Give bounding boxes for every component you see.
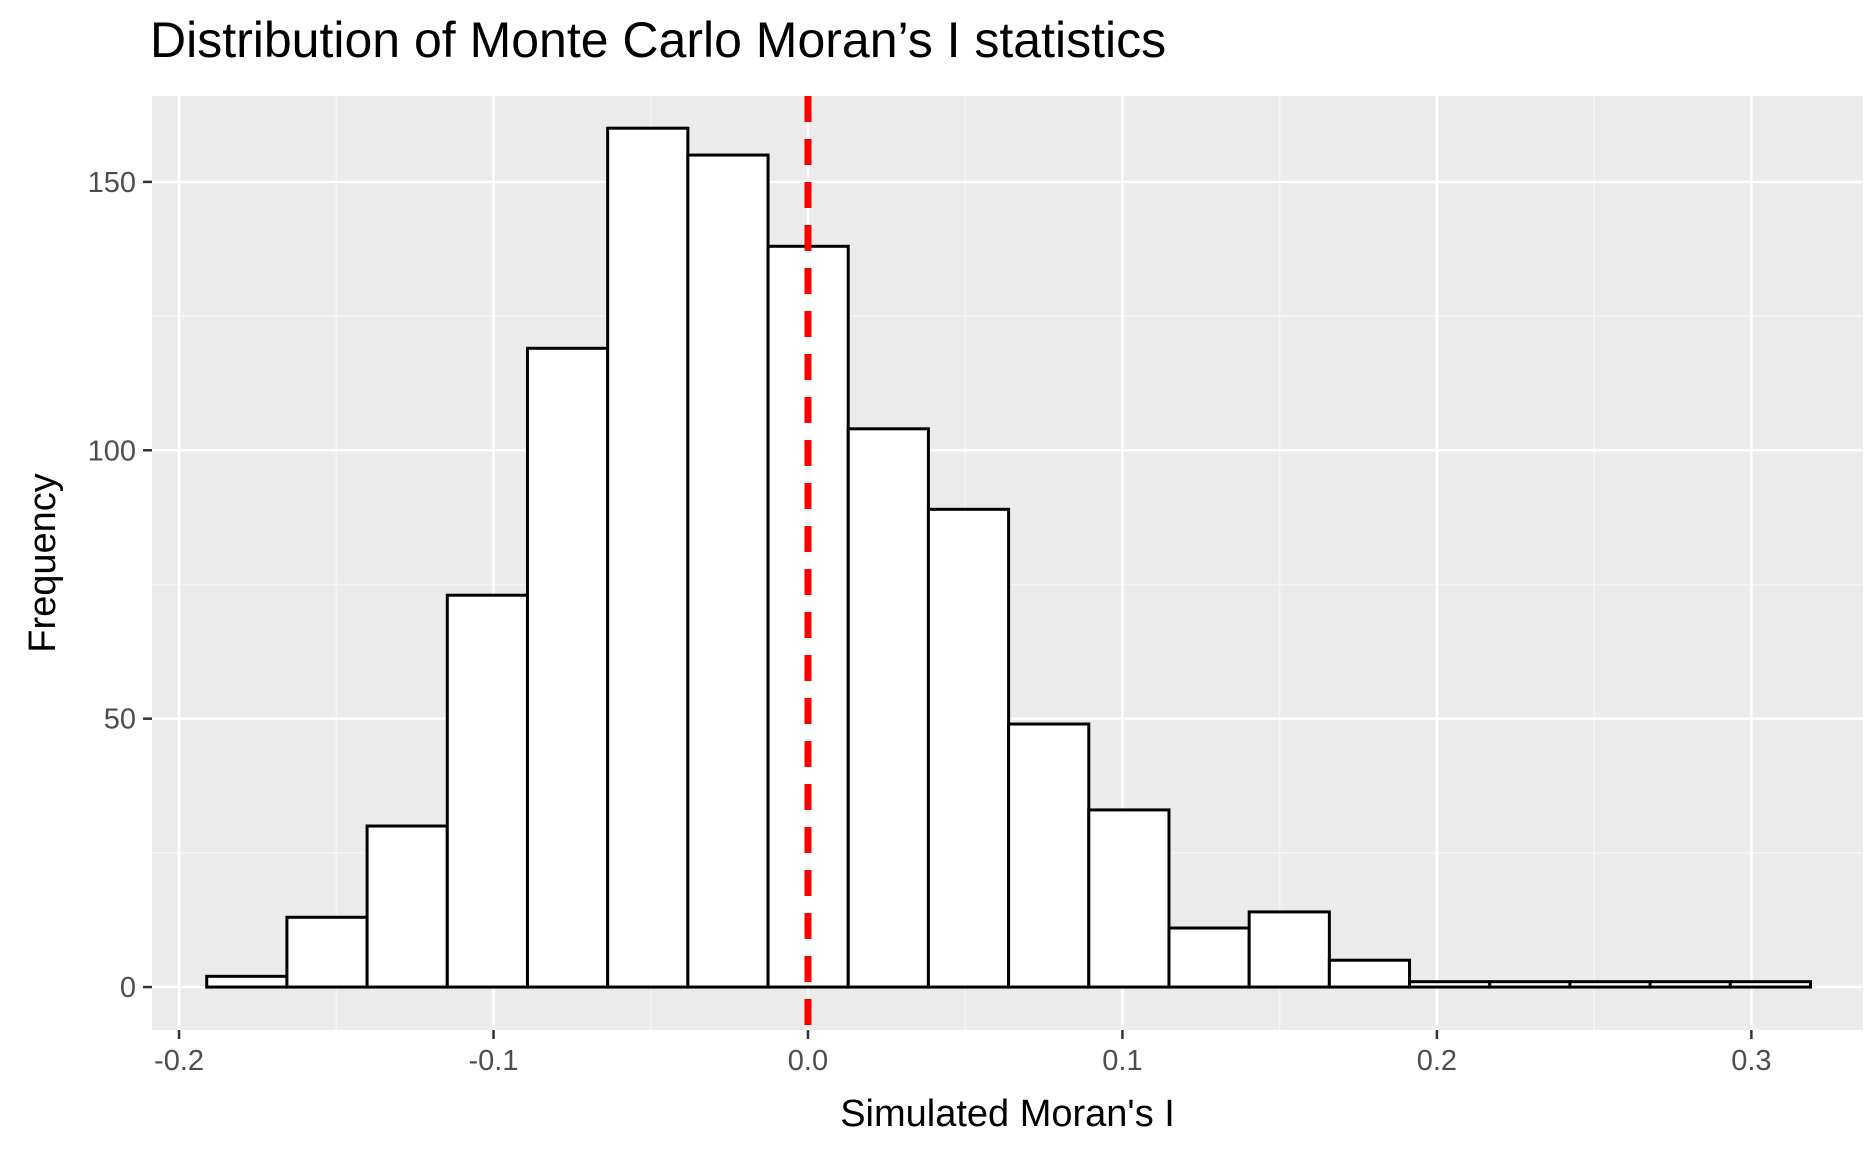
y-tick-label: 100 (88, 435, 136, 467)
histogram-bar (1728, 980, 1812, 989)
y-tick-label: 0 (120, 972, 136, 1004)
histogram-bar (1007, 722, 1091, 989)
histogram-bar (365, 824, 449, 989)
x-tick-label: 0.3 (1731, 1045, 1771, 1077)
x-tick-label: 0.1 (1102, 1045, 1142, 1077)
histogram-bar (686, 153, 770, 989)
histogram-bar (1568, 980, 1652, 989)
x-tick-label: -0.2 (154, 1045, 204, 1077)
histogram-bars (205, 126, 1812, 989)
histogram-bar (926, 507, 1011, 989)
histogram-bar (1488, 980, 1572, 989)
histogram-bar (1247, 910, 1331, 989)
y-axis-ticks: 0 50 100 150 (88, 167, 152, 1004)
histogram-bar (285, 915, 369, 989)
x-axis-label: Simulated Moran's I (840, 1093, 1175, 1135)
histogram-bar (606, 126, 690, 989)
x-tick-label: -0.1 (469, 1045, 519, 1077)
x-axis-ticks: -0.2 -0.1 0.0 0.1 0.2 0.3 (154, 1030, 1772, 1077)
y-axis-label: Frequency (22, 473, 64, 653)
histogram-bar (1167, 926, 1251, 989)
histogram-bar (1648, 980, 1732, 989)
histogram-bar (1087, 808, 1171, 989)
y-tick-label: 150 (88, 167, 136, 199)
histogram-bar (1327, 958, 1412, 989)
histogram-bar (1408, 980, 1492, 989)
y-tick-label: 50 (104, 704, 136, 736)
x-tick-label: 0.0 (788, 1045, 828, 1077)
x-tick-label: 0.2 (1417, 1045, 1457, 1077)
chart-title: Distribution of Monte Carlo Moran’s I st… (150, 12, 1166, 68)
histogram-bar (846, 427, 930, 989)
histogram-bar (445, 593, 529, 989)
histogram-bar (525, 346, 610, 989)
histogram-bar (205, 974, 289, 989)
